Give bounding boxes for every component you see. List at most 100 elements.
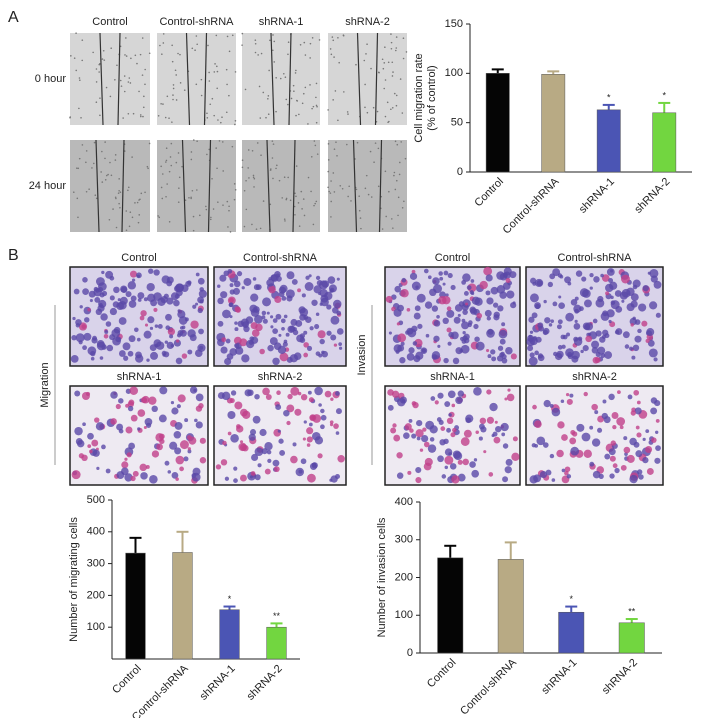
cell — [529, 330, 534, 334]
cell — [505, 458, 513, 466]
column-label: shRNA-1 — [117, 371, 162, 383]
cell — [254, 314, 263, 324]
cell — [128, 77, 131, 79]
cell — [137, 409, 146, 417]
cell — [330, 200, 333, 203]
cell — [460, 344, 470, 354]
cell — [199, 457, 207, 464]
cell — [602, 329, 609, 336]
cell — [241, 354, 250, 363]
cell — [399, 161, 401, 164]
cell — [529, 352, 535, 358]
x-tick-label: shRNA-2 — [600, 657, 640, 697]
cell — [448, 413, 452, 417]
cell — [569, 393, 574, 398]
cell — [650, 407, 658, 415]
cell — [88, 290, 96, 298]
cell — [528, 316, 535, 323]
cell — [215, 34, 218, 37]
cell — [277, 429, 281, 433]
cell — [638, 474, 644, 480]
cell — [222, 440, 227, 446]
cell — [247, 167, 249, 169]
cell — [218, 140, 221, 142]
cell — [502, 443, 509, 449]
cell — [197, 296, 204, 304]
cell — [222, 204, 224, 206]
cell — [142, 106, 145, 109]
cell — [165, 161, 167, 163]
cell — [444, 401, 451, 408]
cell — [127, 112, 130, 115]
cell — [162, 42, 165, 44]
cell — [492, 302, 499, 308]
cell — [99, 114, 101, 117]
cell — [336, 310, 342, 316]
cell — [649, 301, 658, 310]
cell — [236, 425, 244, 433]
cell — [153, 339, 162, 347]
cell — [400, 141, 402, 143]
cell — [331, 36, 334, 38]
cell — [130, 295, 137, 302]
cell — [212, 208, 215, 210]
cell — [196, 43, 198, 46]
cell — [395, 47, 398, 49]
cell — [162, 33, 165, 35]
cell — [138, 214, 141, 216]
cell — [552, 301, 558, 307]
cell — [99, 292, 105, 298]
cell — [70, 55, 72, 57]
cell — [399, 78, 402, 80]
cell — [543, 299, 547, 304]
cell — [175, 477, 179, 481]
cell — [183, 456, 189, 462]
cell — [274, 295, 282, 304]
y-tick-label: 300 — [87, 558, 105, 570]
cell — [233, 466, 238, 471]
cell — [98, 63, 101, 66]
scratch-image — [157, 33, 236, 125]
cell — [642, 284, 649, 292]
y-tick-label: 400 — [87, 526, 105, 538]
cell — [462, 331, 466, 335]
x-tick-label: shRNA-2 — [632, 176, 672, 216]
cell — [330, 216, 332, 218]
cell — [251, 149, 254, 152]
cell — [187, 349, 193, 355]
cell — [479, 280, 488, 290]
cell — [335, 390, 340, 396]
cell — [475, 341, 485, 351]
cell — [189, 386, 198, 394]
cell — [335, 141, 337, 143]
cell — [193, 139, 195, 141]
cell — [400, 288, 409, 298]
cell — [139, 53, 142, 56]
cell — [78, 77, 81, 79]
cell — [91, 337, 98, 344]
cell — [87, 444, 92, 448]
cell — [75, 333, 85, 343]
cell — [159, 44, 161, 47]
cell — [132, 112, 135, 115]
cell — [463, 337, 470, 344]
cell — [168, 221, 171, 223]
cell — [272, 143, 275, 145]
cell — [96, 339, 105, 348]
cell — [390, 33, 392, 35]
cell — [118, 202, 120, 205]
cell — [314, 324, 320, 330]
cell — [457, 313, 461, 317]
cell — [545, 469, 552, 476]
cell — [74, 390, 81, 397]
cell — [76, 167, 78, 169]
cell — [95, 101, 98, 103]
cell — [384, 46, 386, 49]
cell — [439, 276, 444, 281]
cell — [272, 177, 274, 180]
cell — [609, 473, 615, 479]
cell — [272, 34, 274, 36]
cell — [303, 420, 307, 424]
cell — [158, 216, 161, 219]
cell — [360, 227, 362, 230]
